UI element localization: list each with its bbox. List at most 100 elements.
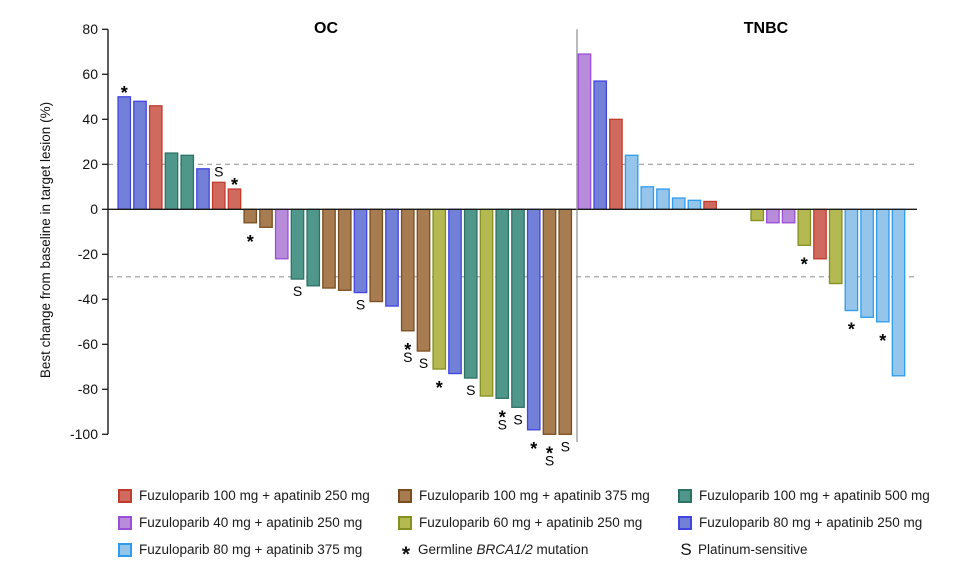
bar xyxy=(813,208,827,260)
platinum-sensitive-mark: S xyxy=(403,349,412,365)
brca-mutation-mark: * xyxy=(499,407,506,427)
y-tick-label: 20 xyxy=(82,156,98,172)
y-tick-label: -40 xyxy=(78,291,98,307)
y-tick-label: -60 xyxy=(78,336,98,352)
brca-mutation-mark: * xyxy=(848,320,855,340)
bar xyxy=(369,208,384,303)
bar xyxy=(164,152,179,210)
bar xyxy=(180,154,195,210)
legend-item: * Germline BRCA1/2 mutation xyxy=(398,536,650,566)
legend-swatch-fuzu100_apa375 xyxy=(398,488,412,503)
legend-label: Fuzuloparib 80 mg + apatinib 250 mg xyxy=(699,515,923,530)
brca-mutation-mark: * xyxy=(436,378,443,398)
y-tick-label: 60 xyxy=(82,66,98,82)
brca-mutation-mark: * xyxy=(247,232,254,252)
y-tick-label: -20 xyxy=(78,246,98,262)
waterfall-chart: *S**SS*S S* S*S S* *SS*** 806040200-20-40-60… xyxy=(38,20,917,468)
brca-mutation-mark: * xyxy=(530,439,537,459)
legend-swatch-fuzu100_apa250 xyxy=(118,488,132,503)
bar xyxy=(891,208,906,377)
bar xyxy=(781,208,796,224)
bar xyxy=(243,208,258,224)
platinum-sensitive-mark: S xyxy=(214,163,223,179)
y-tick-label: -100 xyxy=(70,426,98,442)
legend-swatch-fuzu60_apa250 xyxy=(398,515,412,530)
bar xyxy=(133,100,147,210)
bars-layer: *S**SS*S S* S*S S* *SS*** xyxy=(117,53,906,468)
bar xyxy=(148,105,163,210)
bar xyxy=(511,208,525,408)
y-tick-label: -80 xyxy=(78,381,98,397)
legend-label: Germline BRCA1/2 mutation xyxy=(418,542,589,557)
bar xyxy=(875,208,890,323)
y-tick-label: 40 xyxy=(82,111,98,127)
legend-label: Fuzuloparib 100 mg + apatinib 250 mg xyxy=(139,488,370,503)
bar xyxy=(593,80,608,210)
bar xyxy=(542,208,557,435)
brca-mutation-mark: * xyxy=(801,254,808,274)
bar xyxy=(400,208,415,332)
legend-item: Fuzuloparib 80 mg + apatinib 250 mg xyxy=(678,509,930,536)
legend-column: Fuzuloparib 100 mg + apatinib 250 mg Fuzu… xyxy=(118,482,370,563)
platinum-sensitive-mark: S xyxy=(498,416,507,432)
legend-column: Fuzuloparib 100 mg + apatinib 500 mg Fuzu… xyxy=(678,482,930,563)
legend-item: Fuzuloparib 100 mg + apatinib 375 mg xyxy=(398,482,650,509)
bar xyxy=(448,208,462,375)
platinum-sensitive-mark: S xyxy=(293,283,302,299)
bar xyxy=(322,208,336,289)
brca-mutation-mark: * xyxy=(404,340,411,360)
bar xyxy=(259,208,273,228)
legend-label: Fuzuloparib 100 mg + apatinib 375 mg xyxy=(419,488,650,503)
bar xyxy=(640,186,655,210)
brca-mutation-symbol: * xyxy=(401,542,411,566)
legend-label: Platinum-sensitive xyxy=(698,542,808,557)
panel-title-oc: OC xyxy=(314,20,338,37)
bar xyxy=(526,208,541,431)
bar xyxy=(860,208,874,318)
bar xyxy=(703,200,717,210)
legend-swatch-fuzu100_apa500 xyxy=(678,488,692,503)
brca-mutation-mark: * xyxy=(546,443,553,463)
bar xyxy=(416,208,431,352)
bar xyxy=(211,181,226,210)
legend-label: Fuzuloparib 100 mg + apatinib 500 mg xyxy=(699,488,930,503)
bar xyxy=(274,208,289,260)
bar xyxy=(828,208,843,285)
legend-item: S Platinum-sensitive xyxy=(678,536,930,563)
bar xyxy=(306,208,321,287)
legend-item: Fuzuloparib 60 mg + apatinib 250 mg xyxy=(398,509,650,536)
legend-swatch-fuzu80_apa250 xyxy=(678,515,692,530)
bar xyxy=(797,208,812,246)
bar xyxy=(687,199,702,210)
bar xyxy=(766,208,780,224)
y-tick-label: 0 xyxy=(90,201,98,217)
y-tick-label: 80 xyxy=(82,21,98,37)
bar xyxy=(117,96,132,210)
bar xyxy=(577,53,592,210)
bar xyxy=(353,208,368,294)
bar xyxy=(671,197,686,210)
bar xyxy=(196,168,210,210)
brca-mutation-mark: * xyxy=(121,83,128,103)
legend-label: Fuzuloparib 40 mg + apatinib 250 mg xyxy=(139,515,363,530)
legend-label: Fuzuloparib 80 mg + apatinib 375 mg xyxy=(139,542,363,557)
bar xyxy=(609,118,623,210)
bar xyxy=(463,208,478,379)
y-axis-label: Best change from baseline in target lesi… xyxy=(38,102,53,378)
bar xyxy=(385,208,399,307)
bar xyxy=(624,154,639,210)
panel-title-tnbc: TNBC xyxy=(744,20,789,37)
bar xyxy=(337,208,352,291)
platinum-sensitive-mark: S xyxy=(513,411,522,427)
platinum-sensitive-mark: S xyxy=(561,438,570,454)
bar xyxy=(290,208,305,280)
platinum-sensitive-mark: S xyxy=(545,452,554,468)
bar xyxy=(479,208,494,397)
platinum-sensitive-mark: S xyxy=(356,297,365,313)
axis-layer: 80 60 40 20 0 -20 -40 -60 -80 -100 xyxy=(70,21,917,442)
platinum-sensitive-symbol: S xyxy=(680,539,692,559)
bar xyxy=(750,208,765,222)
brca-mutation-mark: * xyxy=(879,331,886,351)
brca-mutation-mark: * xyxy=(231,175,238,195)
